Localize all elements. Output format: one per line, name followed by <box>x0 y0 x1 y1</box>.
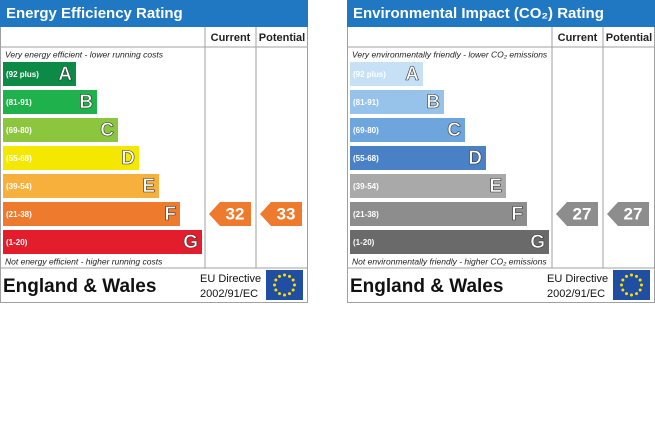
directive-text: EU Directive <box>547 273 608 285</box>
eu-star <box>630 293 633 297</box>
band-range: (1-20) <box>6 238 28 247</box>
rating-band <box>3 90 97 114</box>
eu-star <box>293 283 296 287</box>
rating-band <box>3 146 139 170</box>
band-range: (21-38) <box>6 210 32 219</box>
eu-star <box>635 292 638 296</box>
rating-value: 32 <box>226 204 245 223</box>
rating-band <box>350 202 527 226</box>
rating-value: 33 <box>277 204 296 223</box>
epc-panel: Environmental Impact (CO₂) Rating Current… <box>347 0 655 303</box>
rating-band <box>350 146 486 170</box>
band-letter: C <box>100 120 114 141</box>
band-range: (39-54) <box>353 182 379 191</box>
title-bar <box>347 0 655 27</box>
top-note: Very energy efficient - lower running co… <box>5 49 164 59</box>
rating-band <box>3 202 180 226</box>
rating-arrow <box>556 202 598 226</box>
panel-title: Energy Efficiency Rating <box>6 5 183 22</box>
footer-region: England & Wales <box>3 276 156 297</box>
band-range: (55-68) <box>6 154 32 163</box>
band-letter: E <box>489 176 502 197</box>
band-range: (55-68) <box>353 154 379 163</box>
rating-band <box>3 174 159 198</box>
band-letter: C <box>447 120 461 141</box>
band-letter: D <box>121 148 135 169</box>
band-range: (21-38) <box>353 210 379 219</box>
band-range: (69-80) <box>6 126 32 135</box>
eu-star <box>291 278 295 282</box>
title-bar <box>0 0 308 27</box>
band-letter: F <box>511 204 523 225</box>
band-letter: E <box>142 176 155 197</box>
eu-star <box>283 293 286 297</box>
rating-band <box>350 174 506 198</box>
band-letter: D <box>468 148 482 169</box>
rating-band <box>350 90 444 114</box>
rating-band <box>3 62 76 86</box>
directive-text: 2002/91/EC <box>200 288 258 300</box>
eu-star <box>635 274 638 278</box>
top-note: Very environmentally friendly - lower CO… <box>352 49 548 59</box>
band-range: (81-91) <box>353 98 379 107</box>
band-letter: B <box>426 92 440 113</box>
eu-star <box>274 278 278 282</box>
eu-star <box>640 283 643 287</box>
rating-value: 27 <box>624 204 643 223</box>
band-range: (69-80) <box>353 126 379 135</box>
eu-star <box>291 288 295 292</box>
eu-star <box>638 288 642 292</box>
eu-star <box>274 288 278 292</box>
rating-band <box>3 230 202 254</box>
directive-text: EU Directive <box>200 273 261 285</box>
epc-panel: Energy Efficiency Rating Current Potential… <box>0 0 308 303</box>
eu-star <box>625 274 628 278</box>
band-letter: G <box>183 232 198 253</box>
rating-band <box>350 230 549 254</box>
rating-arrow <box>260 202 302 226</box>
eu-star <box>625 292 628 296</box>
directive-text: 2002/91/EC <box>547 288 605 300</box>
band-range: (92 plus) <box>353 70 386 79</box>
panel-title: Environmental Impact (CO₂) Rating <box>353 5 604 22</box>
eu-star <box>630 273 633 277</box>
column-header: Potential <box>606 32 652 44</box>
rating-arrow <box>607 202 649 226</box>
eu-star <box>288 274 291 278</box>
eu-star <box>621 288 625 292</box>
band-letter: F <box>164 204 176 225</box>
column-header: Current <box>558 32 598 44</box>
rating-arrow <box>209 202 251 226</box>
eu-star <box>273 283 276 287</box>
footer-region: England & Wales <box>350 276 503 297</box>
eu-star <box>621 278 625 282</box>
column-header: Current <box>211 32 251 44</box>
eu-star <box>620 283 623 287</box>
eu-star <box>278 274 281 278</box>
bottom-note: Not environmentally friendly - higher CO… <box>352 256 547 266</box>
bottom-note: Not energy efficient - higher running co… <box>5 256 163 266</box>
band-letter: B <box>79 92 93 113</box>
band-letter: A <box>405 64 419 85</box>
rating-band <box>3 118 118 142</box>
rating-band <box>350 62 423 86</box>
rating-band <box>350 118 465 142</box>
eu-star <box>288 292 291 296</box>
band-range: (92 plus) <box>6 70 39 79</box>
eu-star <box>278 292 281 296</box>
eu-star <box>283 273 286 277</box>
band-range: (81-91) <box>6 98 32 107</box>
band-range: (1-20) <box>353 238 375 247</box>
eu-star <box>638 278 642 282</box>
rating-value: 27 <box>573 204 592 223</box>
band-letter: G <box>530 232 545 253</box>
band-range: (39-54) <box>6 182 32 191</box>
column-header: Potential <box>259 32 305 44</box>
band-letter: A <box>58 64 72 85</box>
